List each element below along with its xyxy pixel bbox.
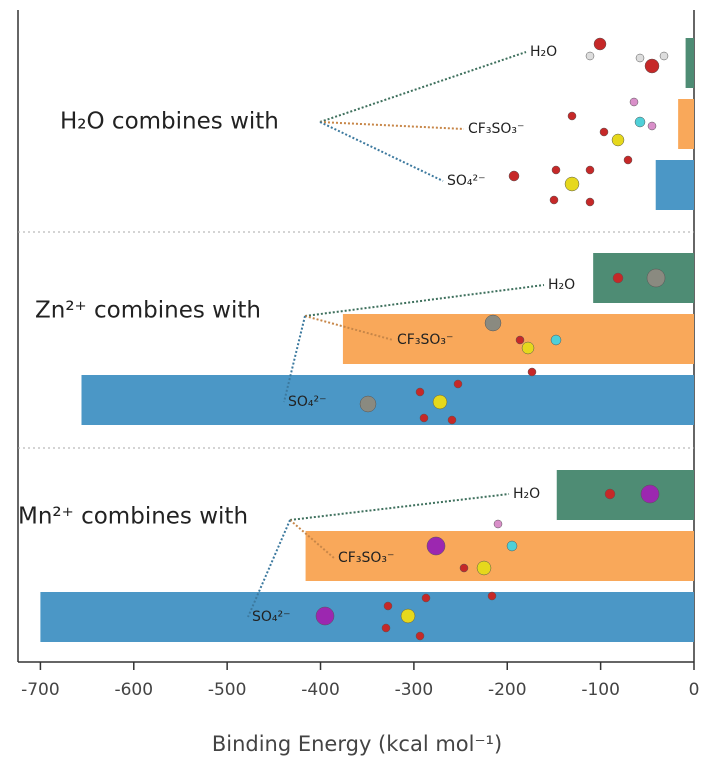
leader-line	[319, 51, 527, 123]
atom	[567, 111, 577, 121]
group-label: H₂O combines with	[60, 109, 279, 135]
atom	[612, 272, 624, 284]
bar	[655, 160, 694, 210]
atom	[611, 133, 625, 147]
atom	[381, 623, 391, 633]
atom	[400, 608, 416, 624]
series-label: SO₄²⁻	[288, 394, 327, 410]
atom	[453, 379, 463, 389]
atom	[415, 387, 425, 397]
leader-line	[289, 493, 510, 521]
x-tick-label: -300	[395, 680, 434, 700]
bar	[593, 253, 694, 303]
atom	[647, 121, 657, 131]
atom	[515, 335, 525, 345]
atom	[629, 97, 639, 107]
atom	[549, 195, 559, 205]
x-tick-label: -400	[301, 680, 340, 700]
group-label: Mn²⁺ combines with	[18, 504, 248, 530]
atom	[459, 563, 469, 573]
atom	[593, 37, 607, 51]
atom	[487, 591, 497, 601]
atom	[644, 58, 660, 74]
series-label: CF₃SO₃⁻	[397, 332, 453, 348]
atom	[659, 51, 669, 61]
x-tick-label: -700	[21, 680, 60, 700]
atom	[646, 268, 666, 288]
leader-line	[319, 121, 465, 130]
x-tick-label: 0	[689, 680, 700, 700]
atom	[550, 334, 562, 346]
atom	[415, 631, 425, 641]
bar	[556, 470, 694, 520]
atom	[383, 601, 393, 611]
atom	[432, 394, 448, 410]
atom	[604, 488, 616, 500]
leader-line	[304, 315, 394, 341]
atom	[426, 536, 446, 556]
leader-line	[247, 519, 291, 618]
atom	[484, 314, 502, 332]
atom	[315, 606, 335, 626]
group-label: Zn²⁺ combines with	[35, 298, 261, 324]
atom	[585, 165, 595, 175]
atom	[599, 127, 609, 137]
atom	[551, 165, 561, 175]
series-label: CF₃SO₃⁻	[468, 121, 524, 137]
leader-line	[304, 284, 545, 317]
series-label: SO₄²⁻	[447, 173, 486, 189]
bar	[685, 38, 694, 88]
x-tick-label: -100	[581, 680, 620, 700]
atom	[447, 415, 457, 425]
series-label: H₂O	[530, 44, 557, 60]
atom	[359, 395, 377, 413]
series-label: CF₃SO₃⁻	[338, 550, 394, 566]
bar	[678, 99, 694, 149]
x-tick-label: -200	[488, 680, 527, 700]
atom	[564, 176, 580, 192]
bar	[40, 592, 695, 642]
atom	[419, 413, 429, 423]
series-label: H₂O	[548, 277, 575, 293]
leader-line	[289, 519, 335, 559]
bar	[305, 531, 694, 581]
atom	[476, 560, 492, 576]
bar	[81, 375, 695, 425]
atom	[493, 519, 503, 529]
leader-line	[319, 121, 444, 182]
atom	[634, 116, 646, 128]
leader-line	[283, 315, 306, 403]
x-tick-label: -600	[114, 680, 153, 700]
atom	[508, 170, 520, 182]
atom	[521, 341, 535, 355]
atom	[585, 197, 595, 207]
x-tick-label: -500	[208, 680, 247, 700]
series-label: H₂O	[513, 486, 540, 502]
atom	[421, 593, 431, 603]
atom	[635, 53, 645, 63]
atom	[585, 51, 595, 61]
series-label: SO₄²⁻	[252, 609, 291, 625]
atom	[527, 367, 537, 377]
atom	[623, 155, 633, 165]
atom	[506, 540, 518, 552]
x-axis-title: Binding Energy (kcal mol⁻¹)	[212, 732, 502, 756]
atom	[640, 484, 660, 504]
